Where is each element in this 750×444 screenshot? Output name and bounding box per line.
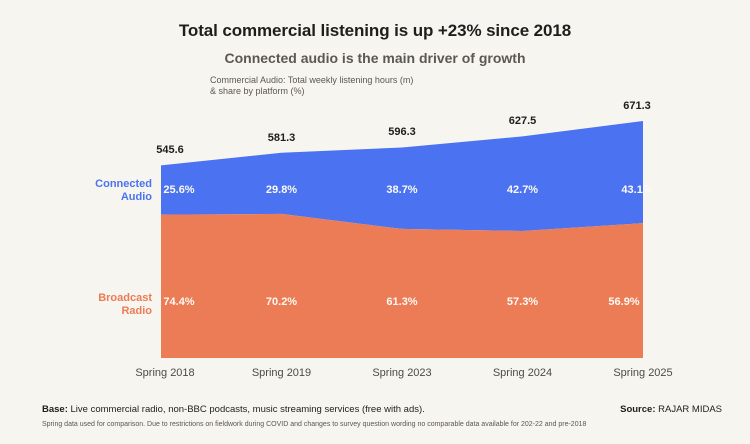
broadcast-share-label: 70.2% (265, 296, 298, 308)
connected-share-label: 42.7% (506, 184, 539, 196)
broadcast-share-label: 57.3% (506, 296, 539, 308)
series-label-broadcast-line-2: Radio (121, 305, 152, 317)
x-axis-label: Spring 2025 (613, 367, 673, 379)
total-value-label: 596.3 (388, 126, 416, 139)
x-axis-label: Spring 2023 (372, 367, 432, 379)
broadcast-radio-area (161, 213, 643, 358)
series-label-connected-line-2: Audio (120, 191, 152, 203)
total-value-label: 627.5 (508, 115, 537, 128)
connected-share-label: 25.6% (163, 184, 195, 196)
chart-units-note: Commercial Audio: Total weekly listening… (210, 75, 750, 97)
series-label-broadcast-radio: Broadcast Radio (40, 292, 152, 318)
broadcast-share-label: 74.4% (163, 296, 195, 308)
units-note-line-2: & share by platform (%) (210, 86, 305, 96)
total-value-label: 545.6 (156, 144, 184, 157)
connected-share-label: 29.8% (265, 184, 298, 196)
broadcast-share-label: 56.9% (608, 296, 640, 308)
chart-subtitle: Connected audio is the main driver of gr… (224, 50, 526, 66)
broadcast-share-label: 61.3% (386, 296, 418, 308)
x-axis-label: Spring 2024 (492, 367, 553, 379)
connected-share-label: 38.7% (386, 184, 418, 196)
series-label-broadcast-line-1: Broadcast (98, 292, 152, 304)
units-note-line-1: Commercial Audio: Total weekly listening… (210, 75, 414, 85)
chart-header: Total commercial listening is up +23% si… (0, 0, 750, 97)
series-label-connected-line-1: Connected (95, 178, 152, 190)
x-axis-label: Spring 2019 (251, 367, 312, 379)
connected-share-label: 43.1% (621, 184, 653, 196)
series-label-connected-audio: Connected Audio (40, 178, 152, 204)
connected-audio-area (161, 120, 643, 232)
chart-title: Total commercial listening is up +23% si… (178, 21, 572, 40)
x-axis-label: Spring 2018 (135, 367, 195, 379)
total-value-label: 671.3 (623, 99, 651, 112)
total-value-label: 581.3 (267, 131, 296, 144)
